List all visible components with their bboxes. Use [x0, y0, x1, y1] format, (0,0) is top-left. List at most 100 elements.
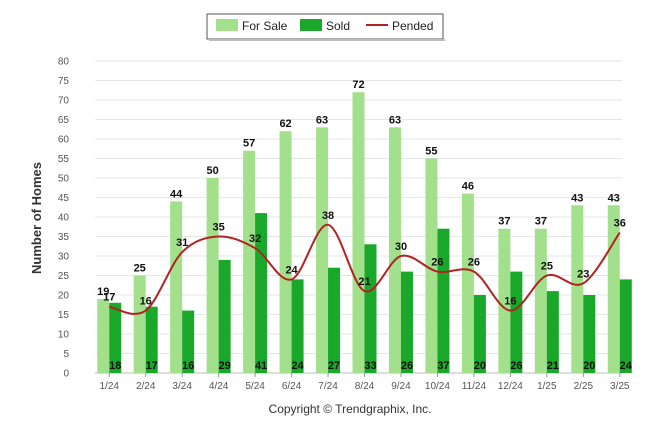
x-tick-label: 5/24: [245, 381, 265, 392]
data-label-sold: 29: [219, 360, 231, 372]
data-label-pended: 21: [358, 276, 370, 288]
data-label-pended: 16: [140, 296, 152, 308]
y-tick-label: 40: [58, 213, 70, 224]
x-tick-label: 1/25: [537, 381, 557, 392]
data-label-for-sale: 44: [170, 188, 183, 200]
data-label-pended: 23: [577, 268, 589, 280]
bar-for-sale: [170, 201, 183, 373]
y-axis-label: Number of Homes: [29, 162, 44, 274]
legend-label: For Sale: [242, 19, 288, 33]
data-label-for-sale: 19: [97, 286, 109, 298]
x-tick-label: 6/24: [282, 381, 302, 392]
pended-line-path: [109, 223, 621, 315]
data-label-sold: 41: [255, 360, 267, 372]
pended-line: [109, 223, 621, 315]
data-label-for-sale: 62: [279, 118, 291, 130]
y-tick-label: 55: [58, 154, 70, 165]
y-tick-label: 35: [58, 232, 70, 243]
y-axis-ticks: 0 5 10 15 20 25 30 35 40 45 50 55 60 65 70 75 80: [58, 57, 70, 380]
y-tick-label: 30: [58, 252, 70, 263]
bar-for-sale: [388, 127, 401, 373]
y-tick-label: 65: [58, 115, 70, 126]
bar-sold: [255, 213, 268, 373]
y-tick-label: 10: [58, 330, 70, 341]
x-tick-label: 3/25: [610, 381, 630, 392]
x-tick-label: 9/24: [391, 381, 411, 392]
legend-shadow: [209, 39, 445, 41]
bar-for-sale: [571, 205, 584, 373]
bar-for-sale: [97, 298, 110, 373]
data-label-pended: 35: [213, 222, 225, 234]
bar-for-sale: [498, 228, 511, 373]
y-tick-label: 60: [58, 135, 70, 146]
bar-for-sale: [133, 275, 146, 373]
bar-sold: [437, 228, 450, 373]
bar-for-sale: [243, 150, 256, 373]
bar-for-sale: [461, 193, 474, 373]
data-label-pended: 32: [249, 233, 261, 245]
y-tick-label: 5: [63, 349, 69, 360]
legend-swatch: [300, 19, 322, 31]
x-tick-label: 4/24: [209, 381, 229, 392]
y-tick-label: 20: [58, 291, 70, 302]
data-label-pended: 26: [468, 257, 480, 269]
bar-for-sale: [279, 131, 292, 373]
legend-label: Pended: [392, 19, 433, 33]
data-label-pended: 26: [431, 257, 443, 269]
data-label-for-sale: 46: [462, 181, 474, 193]
data-label-sold: 24: [620, 360, 633, 372]
bar-sold: [619, 279, 632, 373]
x-tick-label: 3/24: [172, 381, 192, 392]
data-labels: 19 18 25 17 44 16 50 29 57 41 62 24 63 27 72 33 63 26 55 37…: [97, 79, 633, 372]
bars: [97, 92, 632, 373]
legend-box: [206, 13, 444, 40]
data-label-for-sale: 72: [352, 79, 364, 91]
data-label-sold: 21: [547, 360, 559, 372]
bar-for-sale: [352, 92, 365, 373]
data-label-for-sale: 50: [207, 165, 219, 177]
data-label-sold: 20: [583, 360, 595, 372]
legend-swatch: [216, 19, 238, 31]
data-label-sold: 24: [291, 360, 304, 372]
legend-label: Sold: [326, 19, 350, 33]
data-label-for-sale: 63: [316, 114, 328, 126]
data-label-for-sale: 43: [608, 192, 620, 204]
x-tick-label: 8/24: [355, 381, 375, 392]
x-tick-label: 1/24: [99, 381, 119, 392]
data-label-sold: 20: [474, 360, 486, 372]
y-tick-label: 45: [58, 193, 70, 204]
data-label-sold: 26: [510, 360, 522, 372]
bar-sold: [109, 302, 122, 373]
bar-sold: [182, 310, 195, 373]
y-tick-label: 0: [63, 369, 69, 380]
x-tick-label: 2/25: [574, 381, 594, 392]
bar-sold: [583, 295, 596, 373]
data-label-pended: 31: [176, 237, 188, 249]
data-label-for-sale: 63: [389, 114, 401, 126]
copyright-text: Copyright © Trendgraphix, Inc.: [269, 402, 432, 416]
data-label-for-sale: 55: [425, 146, 437, 158]
data-label-pended: 16: [504, 296, 516, 308]
bar-sold: [510, 271, 523, 373]
data-label-pended: 38: [322, 210, 334, 222]
data-label-for-sale: 37: [498, 216, 510, 228]
data-label-pended: 24: [285, 264, 298, 276]
bar-sold: [328, 267, 341, 373]
bar-sold: [364, 244, 377, 373]
data-label-sold: 37: [437, 360, 449, 372]
data-label-sold: 27: [328, 360, 340, 372]
bar-sold: [546, 291, 559, 373]
data-label-sold: 33: [364, 360, 376, 372]
bar-for-sale: [425, 158, 438, 373]
bar-sold: [473, 295, 486, 373]
x-axis-ticks: 1/24 2/24 3/24 4/24 5/24 6/24 7/24 8/24 9/24 10/2…: [99, 373, 630, 392]
data-label-sold: 26: [401, 360, 413, 372]
x-tick-label: 2/24: [136, 381, 156, 392]
bar-for-sale: [534, 228, 547, 373]
y-tick-label: 15: [58, 310, 70, 321]
data-label-for-sale: 43: [571, 192, 583, 204]
x-tick-label: 7/24: [318, 381, 338, 392]
data-label-sold: 18: [109, 360, 121, 372]
bar-for-sale: [206, 178, 219, 373]
